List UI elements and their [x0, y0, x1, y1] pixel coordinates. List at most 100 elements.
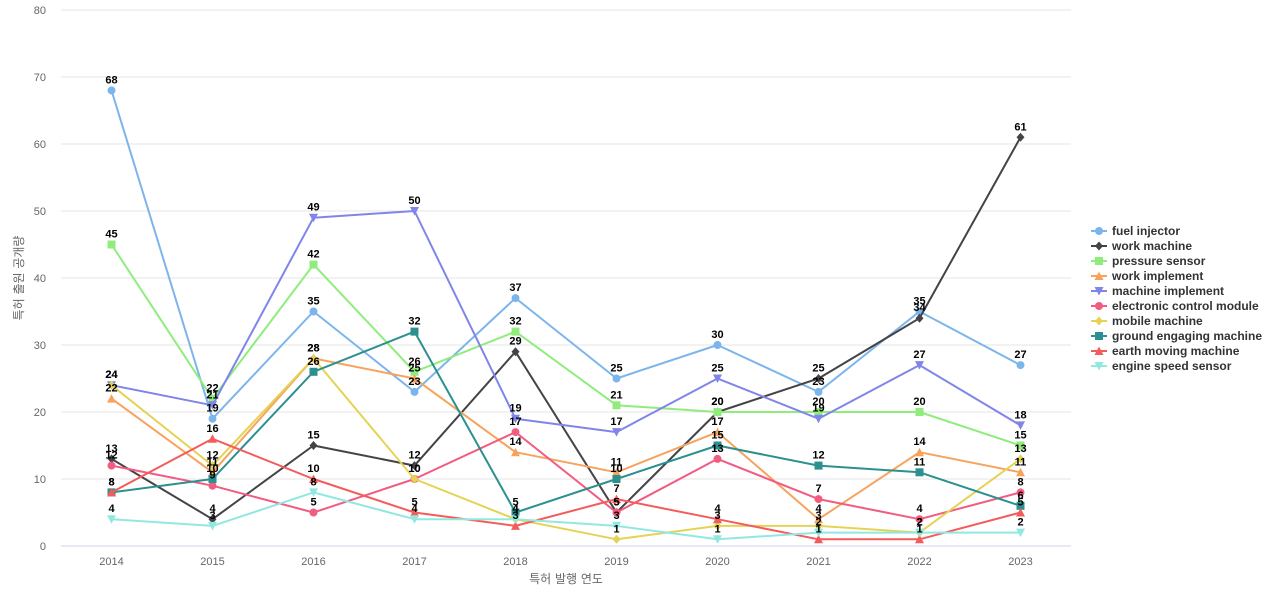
legend-item[interactable]: electronic control module — [1091, 299, 1259, 313]
data-point[interactable] — [208, 401, 217, 410]
legend-item[interactable]: machine implement — [1091, 284, 1224, 298]
data-point[interactable] — [915, 528, 924, 538]
data-point[interactable] — [612, 374, 621, 383]
data-point[interactable] — [511, 327, 520, 336]
data-point[interactable] — [208, 434, 217, 443]
series-line[interactable] — [110, 136, 1022, 521]
data-point[interactable] — [410, 461, 419, 471]
data-point[interactable] — [410, 515, 419, 524]
data-point[interactable] — [107, 515, 116, 524]
legend-marker[interactable] — [1095, 316, 1103, 326]
data-point[interactable] — [309, 441, 318, 450]
data-point[interactable] — [107, 240, 116, 249]
data-point[interactable] — [107, 380, 116, 390]
series-line[interactable] — [110, 431, 1022, 521]
data-point[interactable] — [208, 394, 217, 403]
data-point[interactable] — [713, 374, 722, 384]
data-point[interactable] — [1016, 528, 1025, 538]
legend-item[interactable]: ground engaging machine — [1091, 329, 1262, 343]
series-line[interactable] — [110, 243, 1022, 447]
data-point[interactable] — [612, 534, 621, 544]
data-point[interactable] — [814, 528, 823, 538]
data-point[interactable] — [410, 508, 419, 517]
legend-item[interactable]: work machine — [1091, 239, 1192, 253]
legend-marker[interactable] — [1094, 346, 1104, 356]
data-point[interactable] — [309, 307, 318, 316]
data-point[interactable] — [713, 408, 722, 416]
data-point[interactable] — [1016, 132, 1025, 142]
data-point[interactable] — [410, 374, 419, 383]
data-point[interactable] — [511, 294, 520, 303]
data-point[interactable] — [612, 494, 621, 504]
data-point[interactable] — [612, 428, 621, 437]
data-point[interactable] — [1016, 421, 1025, 430]
series-line[interactable] — [110, 210, 1022, 434]
data-point[interactable] — [814, 514, 823, 524]
data-point[interactable] — [208, 461, 217, 471]
data-point[interactable] — [511, 414, 520, 424]
legend-item[interactable]: work implement — [1091, 269, 1203, 283]
data-point[interactable] — [208, 521, 217, 531]
data-point[interactable] — [511, 347, 520, 357]
data-point[interactable] — [713, 514, 722, 524]
data-point[interactable] — [410, 207, 419, 216]
data-point[interactable] — [410, 474, 419, 484]
data-point[interactable] — [208, 467, 217, 477]
data-point[interactable] — [612, 521, 621, 531]
data-point[interactable] — [814, 387, 823, 396]
data-point[interactable] — [1016, 467, 1025, 477]
legend-item[interactable]: pressure sensor — [1091, 254, 1206, 268]
legend-item[interactable]: engine speed sensor — [1091, 359, 1232, 373]
data-point[interactable] — [511, 447, 520, 457]
data-point[interactable] — [814, 521, 823, 531]
series-line[interactable] — [110, 491, 1022, 541]
series-line[interactable] — [110, 330, 1022, 514]
data-point[interactable] — [107, 454, 116, 464]
legend-marker[interactable] — [1095, 302, 1103, 310]
data-point[interactable] — [612, 467, 621, 477]
data-point[interactable] — [1016, 454, 1025, 464]
data-point[interactable] — [511, 428, 520, 437]
data-point[interactable] — [107, 461, 116, 470]
data-point[interactable] — [915, 408, 924, 416]
data-point[interactable] — [309, 508, 318, 517]
data-point[interactable] — [713, 427, 722, 437]
data-point[interactable] — [107, 487, 116, 497]
data-point[interactable] — [410, 327, 419, 336]
data-point[interactable] — [915, 313, 924, 323]
legend-marker[interactable] — [1095, 257, 1103, 265]
data-point[interactable] — [915, 534, 924, 544]
data-point[interactable] — [309, 260, 318, 269]
data-point[interactable] — [511, 508, 520, 517]
data-point[interactable] — [1016, 488, 1025, 497]
series-line[interactable] — [110, 357, 1022, 521]
data-point[interactable] — [612, 401, 621, 410]
series-line[interactable] — [110, 357, 1022, 541]
data-point[interactable] — [814, 461, 823, 470]
legend-marker[interactable] — [1094, 362, 1104, 371]
data-point[interactable] — [713, 341, 722, 349]
legend-item[interactable]: earth moving machine — [1091, 344, 1240, 358]
data-point[interactable] — [1016, 501, 1025, 510]
data-point[interactable] — [208, 475, 217, 483]
data-point[interactable] — [915, 447, 924, 457]
data-point[interactable] — [612, 475, 621, 483]
data-point[interactable] — [208, 414, 217, 423]
data-point[interactable] — [107, 86, 116, 95]
data-point[interactable] — [713, 535, 722, 544]
data-point[interactable] — [915, 515, 924, 524]
data-point[interactable] — [309, 474, 318, 484]
data-point[interactable] — [107, 394, 116, 403]
data-point[interactable] — [814, 534, 823, 544]
data-point[interactable] — [1016, 441, 1025, 450]
data-point[interactable] — [814, 374, 823, 383]
data-point[interactable] — [410, 387, 419, 396]
data-point[interactable] — [713, 454, 722, 463]
data-point[interactable] — [309, 367, 318, 376]
legend-item[interactable]: mobile machine — [1091, 314, 1203, 328]
data-point[interactable] — [1016, 361, 1025, 370]
series-line[interactable] — [110, 89, 1022, 420]
data-point[interactable] — [1016, 508, 1025, 517]
data-point[interactable] — [511, 515, 520, 524]
data-point[interactable] — [410, 367, 419, 376]
